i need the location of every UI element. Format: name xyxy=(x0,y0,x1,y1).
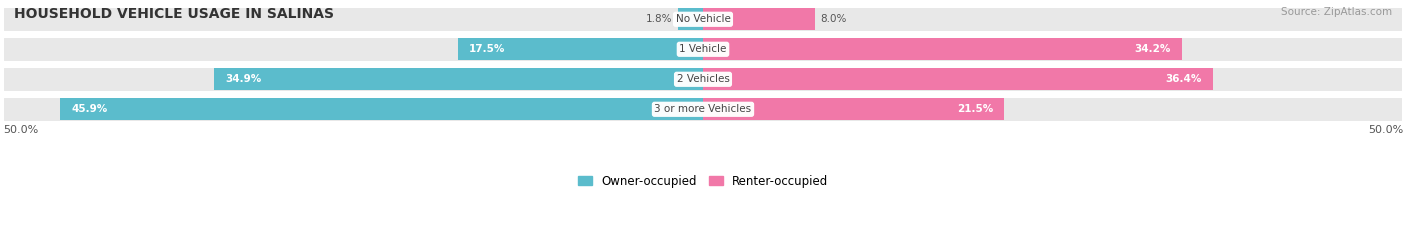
Bar xyxy=(214,69,703,90)
Text: 36.4%: 36.4% xyxy=(1166,74,1202,84)
Text: 1.8%: 1.8% xyxy=(645,14,672,24)
Text: 34.2%: 34.2% xyxy=(1135,44,1171,54)
Bar xyxy=(458,38,703,60)
Bar xyxy=(703,69,1213,90)
Text: 2 Vehicles: 2 Vehicles xyxy=(676,74,730,84)
Text: 34.9%: 34.9% xyxy=(225,74,262,84)
Text: No Vehicle: No Vehicle xyxy=(675,14,731,24)
Text: HOUSEHOLD VEHICLE USAGE IN SALINAS: HOUSEHOLD VEHICLE USAGE IN SALINAS xyxy=(14,7,335,21)
Text: 45.9%: 45.9% xyxy=(72,104,108,114)
Text: 1 Vehicle: 1 Vehicle xyxy=(679,44,727,54)
Bar xyxy=(3,7,1403,32)
Text: 17.5%: 17.5% xyxy=(470,44,506,54)
Bar xyxy=(3,67,1403,92)
Text: 50.0%: 50.0% xyxy=(3,125,38,135)
Text: 21.5%: 21.5% xyxy=(956,104,993,114)
Text: Source: ZipAtlas.com: Source: ZipAtlas.com xyxy=(1281,7,1392,17)
Bar xyxy=(703,38,1182,60)
Text: 50.0%: 50.0% xyxy=(1368,125,1403,135)
Bar xyxy=(60,99,703,120)
Text: 8.0%: 8.0% xyxy=(821,14,846,24)
Bar xyxy=(703,99,1004,120)
Text: 3 or more Vehicles: 3 or more Vehicles xyxy=(654,104,752,114)
Bar xyxy=(703,8,815,30)
Bar xyxy=(3,96,1403,122)
Bar xyxy=(3,37,1403,62)
Legend: Owner-occupied, Renter-occupied: Owner-occupied, Renter-occupied xyxy=(578,175,828,188)
Bar xyxy=(678,8,703,30)
